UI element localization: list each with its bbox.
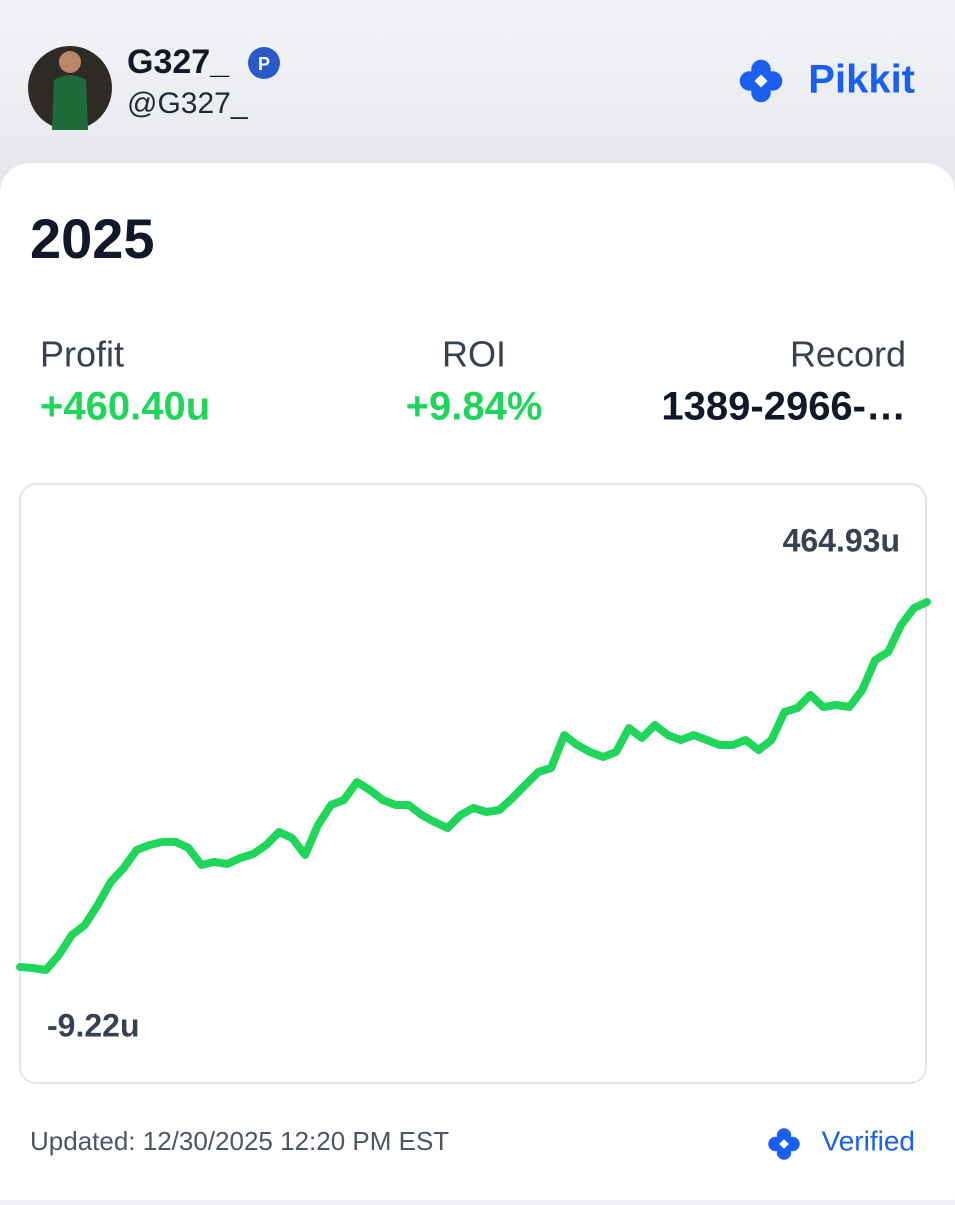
user-name: G327_	[127, 43, 230, 81]
stat-value: 1389-2966-…	[661, 385, 906, 429]
stat-value: +460.40u	[40, 385, 210, 429]
stat-label: Record	[790, 334, 906, 375]
brand-name: Pikkit	[808, 58, 915, 102]
verified-text: Verified	[822, 1125, 915, 1156]
profit-line	[16, 598, 931, 974]
user-handle: @G327_	[127, 87, 249, 120]
stat-value: +9.84%	[406, 385, 543, 429]
chart-frame	[19, 483, 927, 1084]
badge-letter: P	[258, 54, 270, 74]
card-title: 2025	[30, 207, 155, 270]
updated-text: Updated: 12/30/2025 12:20 PM EST	[30, 1126, 449, 1156]
badge	[248, 47, 280, 79]
extreme-label: 464.93u	[783, 522, 900, 558]
stat-label: Profit	[40, 334, 124, 375]
stat-label: ROI	[442, 334, 506, 375]
extreme-label: -9.22u	[47, 1007, 139, 1043]
avatar	[28, 46, 112, 130]
